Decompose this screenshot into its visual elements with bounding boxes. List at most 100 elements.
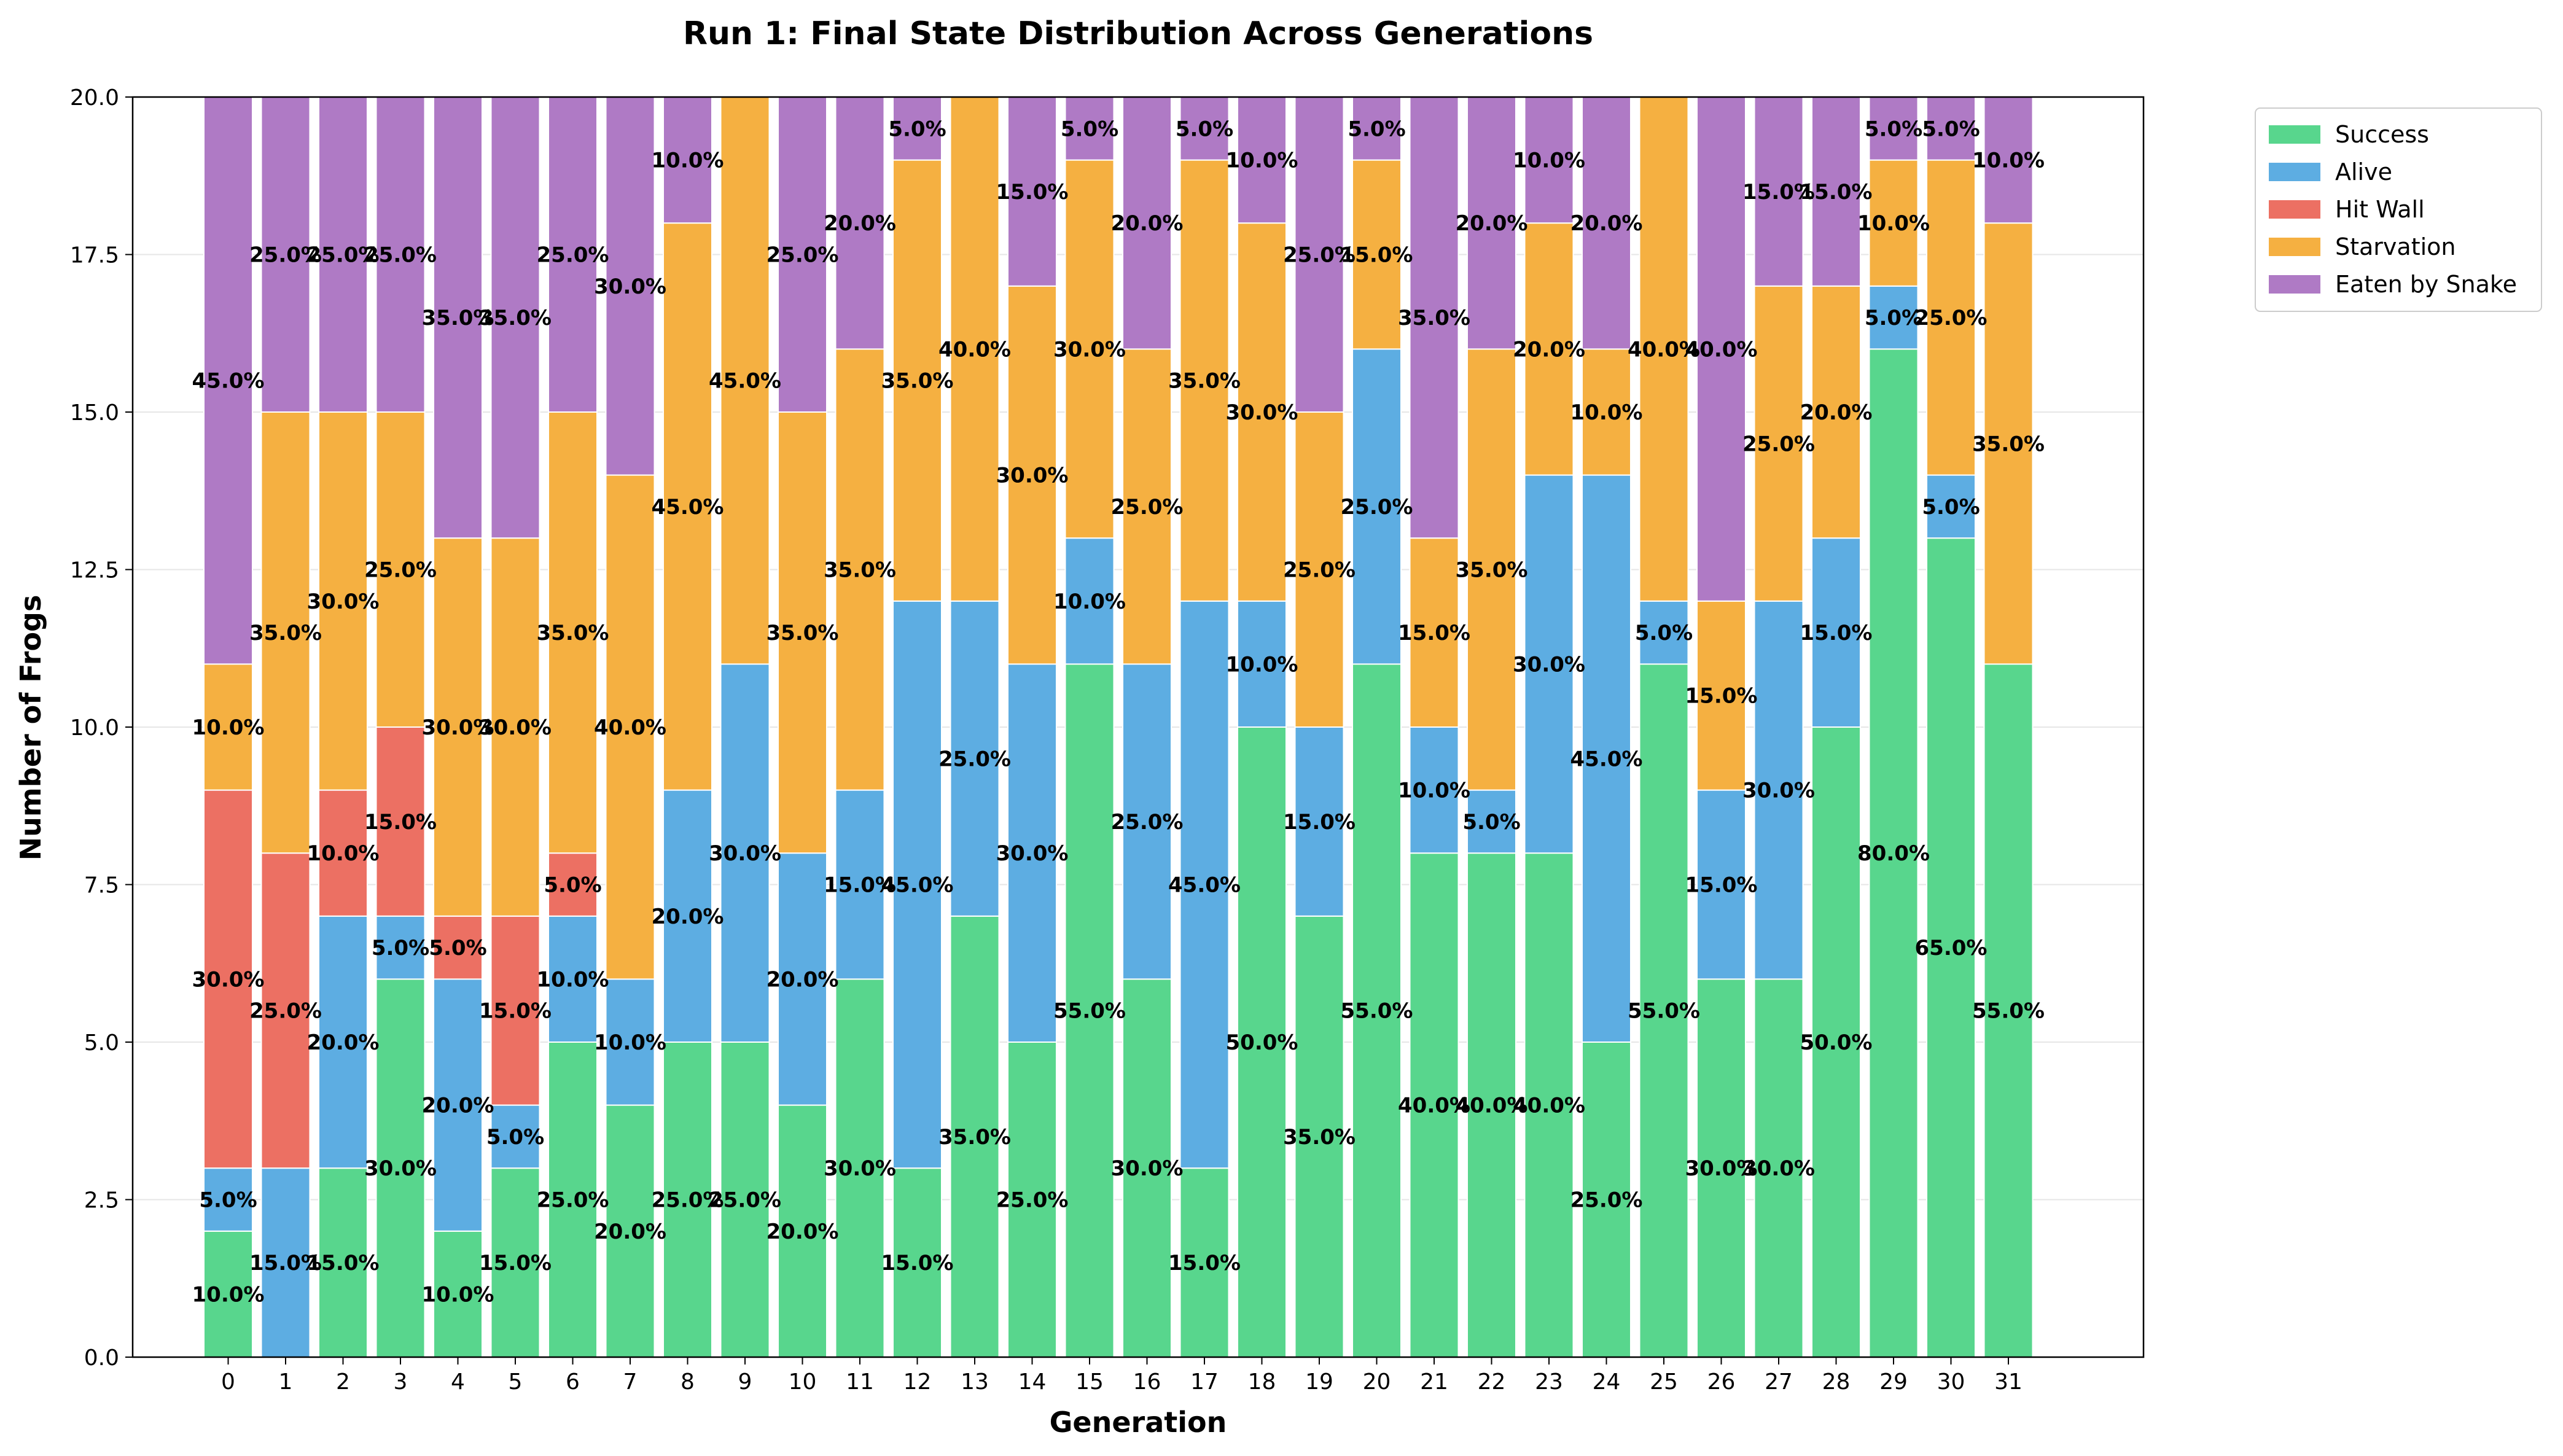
bar-segment-hit-wall [318,789,368,917]
bar-data-label: 10.0% [1972,149,2045,173]
bar-segment-success [1811,726,1861,1358]
x-tick-label: 11 [846,1369,874,1395]
x-tick-label: 10 [789,1369,817,1395]
bar-segment-alive [663,789,712,1043]
bar-segment-starvation [260,411,311,854]
bar-data-label: 25.0% [307,243,380,268]
x-tick-label: 31 [1994,1369,2023,1395]
bar-segment-starvation [433,537,483,917]
bar-data-label: 40.0% [594,715,666,740]
bar-data-label: 35.0% [824,558,896,583]
bar-segment-success [1179,1167,1230,1358]
bar-segment-starvation [203,663,253,791]
bar-data-label: 10.0% [1226,652,1298,677]
bar-data-label: 25.0% [537,1188,609,1213]
bar-segment-hit-wall [490,915,540,1106]
bar-segment-starvation [1582,348,1631,476]
bar-segment-success [720,1041,770,1358]
y-tick-label: 10.0 [70,715,119,741]
bar-segment-hit-wall [433,915,483,980]
bar-segment-eaten-by-snake [1179,96,1230,161]
bar-segment-success [1467,852,1516,1358]
x-tick-label: 5 [509,1369,523,1395]
x-tick-label: 14 [1018,1369,1047,1395]
bar-segment-alive [318,915,368,1169]
bar-data-label: 25.0% [249,999,322,1024]
bar-data-label: 15.0% [1398,621,1470,645]
bar-segment-eaten-by-snake [1696,96,1746,602]
x-tick-label: 12 [903,1369,932,1395]
x-tick-label: 16 [1133,1369,1161,1395]
bar-data-label: 10.0% [422,1282,494,1307]
y-tick-label: 20.0 [70,85,119,111]
bar-segment-eaten-by-snake [1294,96,1344,413]
bar-data-label: 5.0% [372,936,429,960]
bar-data-label: 35.0% [1456,558,1528,583]
bar-data-label: 5.0% [1061,117,1118,141]
bar-data-label: 20.0% [1111,211,1184,236]
bar-segment-alive [1352,348,1402,665]
bar-data-label: 15.0% [1685,684,1758,709]
bar-data-label: 25.0% [364,558,437,583]
bar-data-label: 5.0% [429,936,486,960]
bar-data-label: 25.0% [1742,432,1815,456]
legend-label: Success [2335,121,2429,148]
bar-segment-eaten-by-snake [1983,96,2034,224]
x-tick-label: 15 [1075,1369,1104,1395]
bar-data-label: 20.0% [594,1220,666,1244]
bar-data-label: 30.0% [996,464,1069,488]
x-tick-label: 18 [1248,1369,1276,1395]
bar-segment-alive [1064,537,1115,665]
bar-segment-eaten-by-snake [1122,96,1172,350]
bar-data-label: 30.0% [307,590,380,614]
legend-swatch [2269,125,2320,144]
bar-data-label: 15.0% [1168,1251,1241,1275]
bar-data-label: 5.0% [888,117,946,141]
bar-data-label: 30.0% [824,1156,896,1181]
x-axis-label: Generation [1050,1406,1227,1439]
y-axis-label: Number of Frogs [14,595,47,861]
bar-data-label: 40.0% [1398,1094,1470,1118]
x-tick-label: 8 [681,1369,695,1395]
bar-data-label: 25.0% [938,747,1011,771]
bar-data-label: 20.0% [307,1030,380,1055]
bar-segment-eaten-by-snake [548,96,598,413]
bar-data-label: 5.0% [544,873,601,898]
bar-segment-eaten-by-snake [375,96,426,413]
bar-data-label: 35.0% [249,621,322,645]
bar-segment-eaten-by-snake [260,96,311,413]
bar-segment-starvation [605,474,655,980]
bar-data-label: 20.0% [422,1094,494,1118]
bar-segment-starvation [1467,348,1516,791]
bar-data-label: 25.0% [996,1188,1069,1213]
bar-segment-eaten-by-snake [1524,96,1574,224]
bar-data-label: 45.0% [881,873,954,898]
bar-segment-alive [1754,600,1804,980]
bar-data-label: 10.0% [1513,149,1585,173]
bar-segment-starvation [1983,222,2034,665]
bar-segment-alive [1467,789,1516,854]
bar-segment-alive [1007,663,1057,1043]
bar-segment-success [1352,663,1402,1358]
plot-frame [131,96,2145,1358]
bar-data-label: 20.0% [1456,211,1528,236]
bar-data-label: 25.0% [709,1188,781,1213]
bar-segment-alive [1639,600,1689,665]
bar-data-label: 5.0% [1348,117,1405,141]
bar-segment-success [892,1167,942,1358]
bar-data-label: 55.0% [1341,999,1413,1024]
bar-data-label: 15.0% [364,810,437,835]
bar-segment-success [548,1041,598,1358]
bar-segment-starvation [490,537,540,917]
bar-data-label: 35.0% [938,1125,1011,1150]
bar-data-label: 5.0% [1865,306,1922,330]
y-tick-label: 17.5 [70,243,119,268]
x-tick-label: 19 [1305,1369,1333,1395]
bar-data-label: 45.0% [652,495,724,520]
bar-segment-eaten-by-snake [835,96,885,350]
bar-data-label: 30.0% [996,841,1069,866]
legend-box [2255,107,2542,312]
bar-data-label: 15.0% [1283,810,1356,835]
bar-data-label: 5.0% [486,1125,544,1150]
